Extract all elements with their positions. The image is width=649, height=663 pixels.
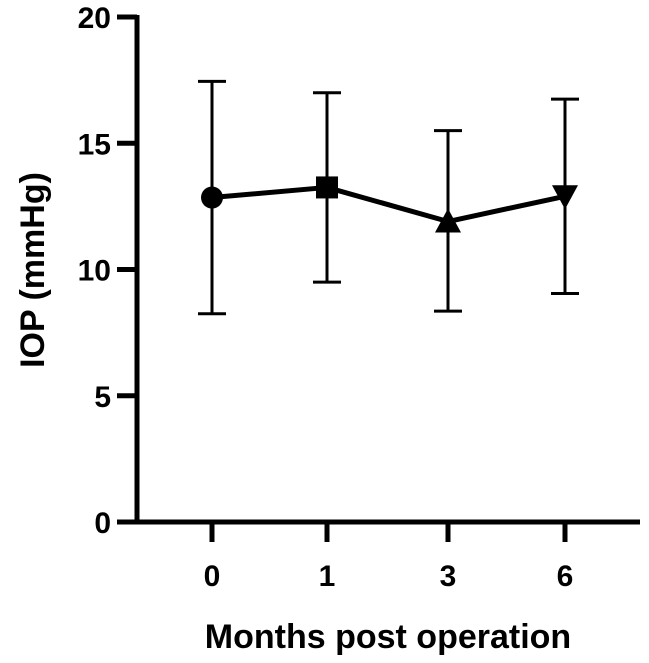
x-axis-title: Months post operation: [205, 618, 571, 656]
y-tick-label: 5: [94, 381, 111, 414]
data-point-6: [552, 185, 578, 210]
y-axis-ticks: 0 5 10 15 20: [78, 2, 137, 540]
y-tick-label: 15: [78, 128, 111, 161]
data-point-0: [201, 186, 223, 209]
x-tick-label: 3: [440, 560, 457, 593]
y-tick-label: 0: [94, 507, 111, 540]
error-bars: [198, 79, 579, 316]
series-line: [211, 184, 566, 225]
data-point-markers: [201, 176, 578, 233]
x-axis-ticks: 0 1 3 6: [204, 522, 574, 593]
x-tick-label: 0: [204, 560, 221, 593]
x-tick-label: 1: [319, 560, 336, 593]
x-tick-label: 6: [557, 560, 574, 593]
y-tick-label: 10: [78, 255, 111, 288]
data-point-3: [435, 208, 461, 233]
y-axis-title: IOP (mmHg): [14, 172, 52, 368]
y-tick-label: 20: [78, 2, 111, 35]
data-point-1: [316, 176, 338, 199]
